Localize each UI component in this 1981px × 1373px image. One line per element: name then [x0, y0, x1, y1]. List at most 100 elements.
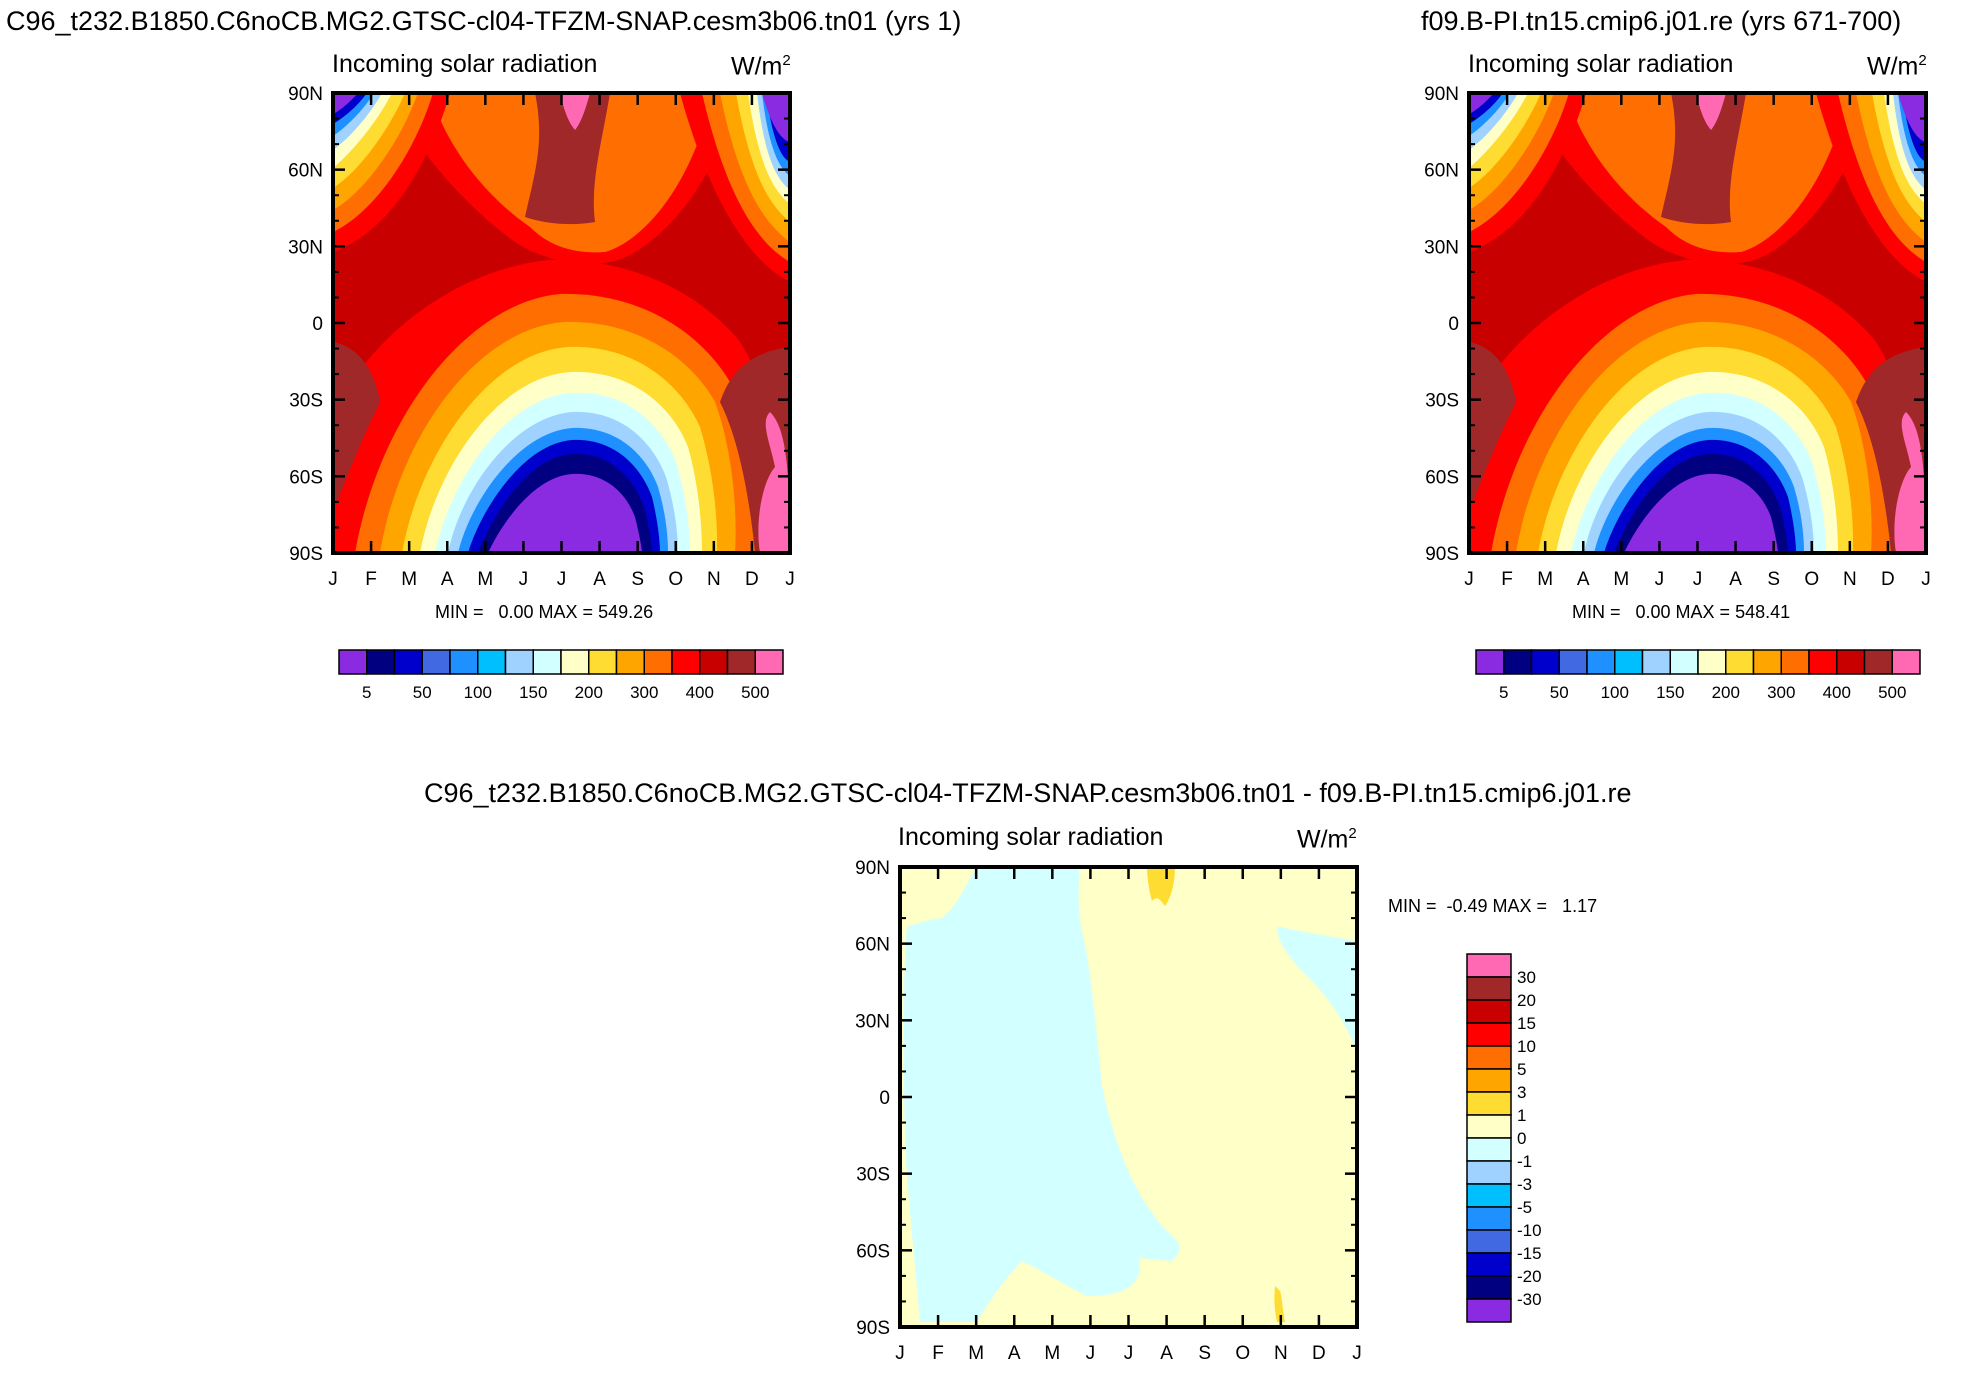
x-tick-label: S [1198, 1343, 1211, 1364]
x-tick-label: J [328, 569, 338, 590]
panel3-axes: J F M A M J J A S O N D J 90N 60N 30N 0 30S 60S 90S [855, 858, 1362, 1364]
colorbar-swatch [1669, 649, 1699, 675]
y-tick-label: 90N [1424, 84, 1459, 105]
colorbar-swatch [1466, 1137, 1512, 1162]
x-tick-label: M [401, 569, 417, 590]
colorbar-label: 5 [362, 683, 371, 702]
colorbar-swatch [588, 649, 618, 675]
y-tick-label: 30N [855, 1011, 890, 1032]
colorbar-swatch [615, 649, 645, 675]
colorbar-label: -10 [1517, 1221, 1542, 1240]
y-tick-label: 90S [856, 1318, 890, 1339]
x-tick-label: J [1086, 1343, 1096, 1364]
colorbar-swatch [1586, 649, 1616, 675]
x-tick-label: J [1352, 1343, 1362, 1364]
colorbar-swatch [1530, 649, 1560, 675]
x-tick-label: N [707, 569, 721, 590]
colorbar-label: 500 [741, 683, 769, 702]
x-tick-label: J [557, 569, 567, 590]
colorbar-swatch [1725, 649, 1755, 675]
colorbar-swatch [1466, 976, 1512, 1001]
colorbar-swatch [1836, 649, 1866, 675]
x-tick-label: J [895, 1343, 905, 1364]
panel1-chart: J F M A M J J A S O N D J 90N 60N 30N 0 30S 60S 90S [288, 84, 795, 590]
colorbar-swatch [1466, 1022, 1512, 1047]
colorbar-swatch [1466, 1229, 1512, 1254]
panel1-title: C96_t232.B1850.C6noCB.MG2.GTSC-cl04-TFZM… [6, 6, 962, 36]
y-tick-label: 0 [312, 314, 323, 335]
colorbar-label: 50 [1550, 683, 1569, 702]
colorbar-label: 5 [1517, 1060, 1526, 1079]
panel3-units: W/m2 [1297, 825, 1357, 854]
colorbar-swatch [1466, 953, 1512, 978]
colorbar-swatch [1475, 649, 1505, 675]
colorbar-swatch [366, 649, 396, 675]
x-tick-label: A [441, 569, 454, 590]
panel1-stats: MIN = 0.00 MAX = 549.26 [435, 602, 654, 622]
x-tick-label: D [745, 569, 759, 590]
colorbar-label: 150 [519, 683, 547, 702]
x-tick-label: J [1124, 1343, 1134, 1364]
colorbar-swatch [1697, 649, 1727, 675]
y-tick-label: 90N [288, 84, 323, 105]
y-tick-label: 60N [1424, 161, 1459, 182]
x-tick-label: M [1044, 1343, 1060, 1364]
colorbar-label: -20 [1517, 1267, 1542, 1286]
panel2-stats: MIN = 0.00 MAX = 548.41 [1572, 602, 1791, 622]
colorbar-swatch [532, 649, 562, 675]
panel1-units: W/m2 [731, 52, 791, 81]
colorbar-label: 400 [686, 683, 714, 702]
y-tick-label: 60N [288, 161, 323, 182]
y-tick-label: 60S [856, 1241, 890, 1262]
colorbar-swatch [1752, 649, 1782, 675]
colorbar-label: 300 [630, 683, 658, 702]
y-tick-label: 90N [855, 858, 890, 879]
y-tick-label: 30S [856, 1165, 890, 1186]
x-tick-label: D [1881, 569, 1895, 590]
x-tick-label: D [1312, 1343, 1326, 1364]
colorbar-swatch [421, 649, 451, 675]
x-tick-label: M [1613, 569, 1629, 590]
colorbar-swatch [1891, 649, 1921, 675]
colorbar-label: 15 [1517, 1014, 1536, 1033]
colorbar-label: 100 [464, 683, 492, 702]
colorbar-label: -15 [1517, 1244, 1542, 1263]
colorbar-swatch [1466, 1068, 1512, 1093]
colorbar-swatch [1808, 649, 1838, 675]
colorbar-swatch [1466, 1114, 1512, 1139]
colorbar-label: 10 [1517, 1037, 1536, 1056]
x-tick-label: F [365, 569, 377, 590]
colorbar-label: 300 [1767, 683, 1795, 702]
y-tick-label: 90S [1425, 544, 1459, 565]
x-tick-label: N [1843, 569, 1857, 590]
colorbar-swatch [393, 649, 423, 675]
colorbar-label: 400 [1823, 683, 1851, 702]
colorbar-swatch [1863, 649, 1893, 675]
panel3-chart: J F M A M J J A S O N D J 90N 60N 30N 0 30S 60S 90S [855, 858, 1362, 1364]
colorbar-swatch [699, 649, 729, 675]
y-tick-label: 30N [1424, 237, 1459, 258]
y-tick-label: 60S [1425, 467, 1459, 488]
x-tick-label: J [519, 569, 529, 590]
colorbar-swatch [338, 649, 368, 675]
colorbar-swatch [1466, 1091, 1512, 1116]
x-tick-label: J [785, 569, 795, 590]
colorbar-label: -1 [1517, 1152, 1532, 1171]
colorbar-label: 200 [575, 683, 603, 702]
colorbar-label: 5 [1499, 683, 1508, 702]
colorbar-swatch [1558, 649, 1588, 675]
x-tick-label: F [1501, 569, 1513, 590]
y-tick-label: 30N [288, 237, 323, 258]
colorbar-swatch [1466, 1045, 1512, 1070]
colorbar-label: 1 [1517, 1106, 1526, 1125]
colorbar-label: -30 [1517, 1290, 1542, 1309]
panel2-units: W/m2 [1867, 52, 1927, 81]
colorbar-swatch [1466, 1275, 1512, 1300]
y-tick-label: 60S [289, 467, 323, 488]
colorbar-swatch [1466, 1183, 1512, 1208]
colorbar-label: -5 [1517, 1198, 1532, 1217]
panel2-colorbar: 5 50 100 150 200 300 400 500 [1475, 649, 1921, 702]
y-tick-label: 0 [879, 1088, 890, 1109]
colorbar-label: 20 [1517, 991, 1536, 1010]
x-tick-label: M [968, 1343, 984, 1364]
